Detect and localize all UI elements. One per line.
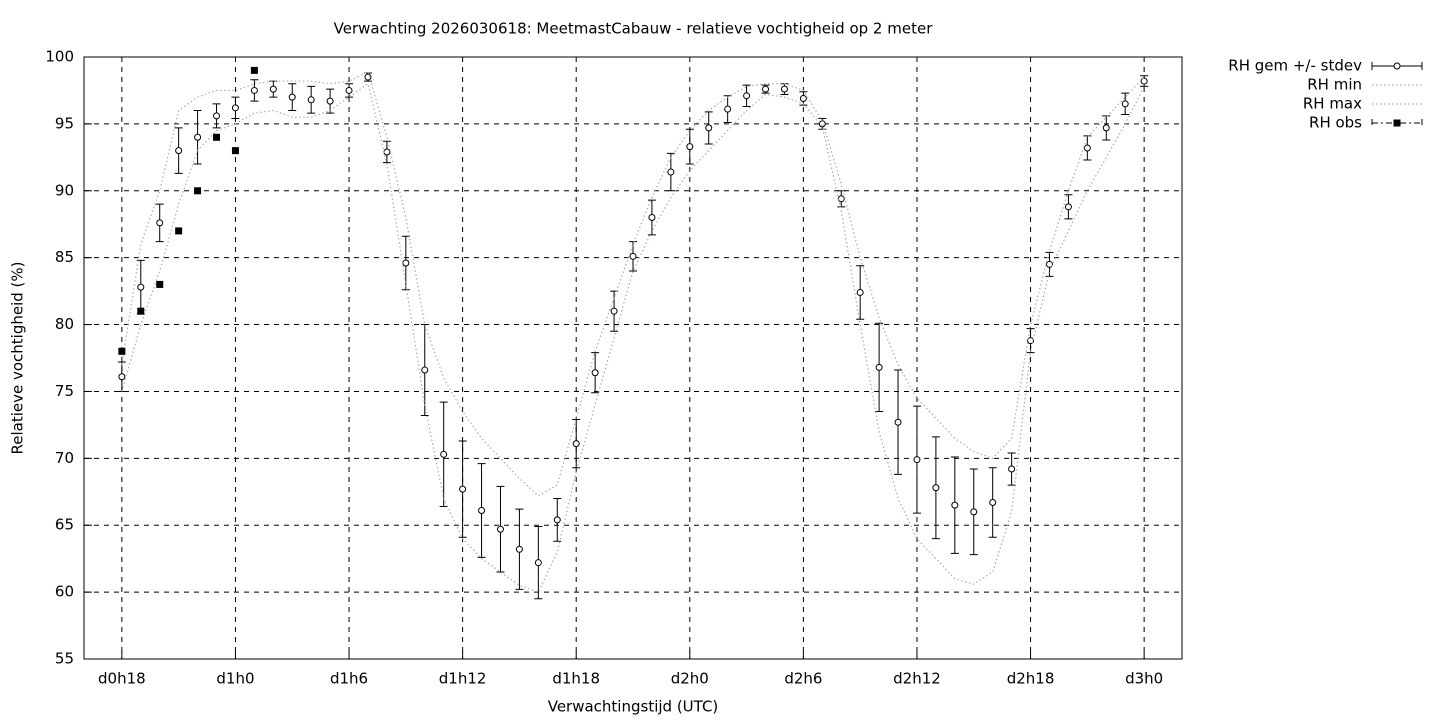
mean-point	[629, 252, 637, 260]
y-tick-label: 65	[55, 516, 74, 534]
x-tick-label: d2h12	[893, 670, 941, 688]
mean-point	[970, 508, 978, 516]
obs-point	[118, 347, 126, 355]
mean-point	[572, 440, 580, 448]
mean-point	[288, 93, 296, 101]
mean-point	[799, 94, 807, 102]
x-tick-label: d1h18	[552, 670, 600, 688]
mean-point	[364, 73, 372, 81]
mean-point	[440, 450, 448, 458]
mean-point	[591, 369, 599, 377]
mean-point	[250, 86, 258, 94]
x-tick-label: d0h18	[98, 670, 146, 688]
x-tick-label: d2h18	[1007, 670, 1055, 688]
mean-point	[989, 498, 997, 506]
mean-point	[913, 456, 921, 464]
y-tick-label: 95	[55, 114, 74, 132]
mean-point	[894, 418, 902, 426]
mean-point	[194, 133, 202, 141]
x-tick-label: d2h0	[671, 670, 709, 688]
mean-point	[231, 104, 239, 112]
x-axis-label: Verwachtingstijd (UTC)	[548, 698, 719, 716]
mean-point	[307, 96, 315, 104]
obs-point	[175, 227, 183, 235]
mean-point	[269, 85, 277, 93]
mean-point	[213, 112, 221, 120]
y-tick-label: 60	[55, 583, 74, 601]
mean-point	[175, 147, 183, 155]
mean-point	[137, 283, 145, 291]
mean-point	[1008, 465, 1016, 473]
mean-point	[1102, 124, 1110, 132]
y-tick-label: 85	[55, 248, 74, 266]
mean-point	[1083, 144, 1091, 152]
plot-frame	[83, 56, 1183, 660]
y-tick-label: 100	[45, 48, 74, 66]
obs-point	[213, 133, 221, 141]
legend-marker	[1393, 119, 1401, 127]
mean-point	[326, 97, 334, 105]
legend-marker	[1393, 62, 1401, 70]
y-tick-label: 80	[55, 315, 74, 333]
mean-point	[1140, 77, 1148, 85]
y-tick-label: 70	[55, 449, 74, 467]
mean-point	[156, 219, 164, 227]
y-tick-label: 75	[55, 382, 74, 400]
min-max-line	[121, 82, 1145, 593]
mean-point	[932, 484, 940, 492]
mean-point	[1064, 203, 1072, 211]
legend-label: RH obs	[1309, 114, 1362, 132]
obs-point	[231, 147, 239, 155]
mean-point	[780, 85, 788, 93]
mean-point	[1027, 337, 1035, 345]
mean-point	[1121, 100, 1129, 108]
y-axis-label: Relatieve vochtigheid (%)	[9, 261, 27, 454]
mean-point	[705, 124, 713, 132]
mean-point	[459, 485, 467, 493]
x-tick-label: d2h6	[784, 670, 822, 688]
mean-point	[421, 366, 429, 374]
x-tick-label: d1h6	[330, 670, 368, 688]
x-tick-label: d3h0	[1125, 670, 1163, 688]
mean-point	[478, 507, 486, 515]
mean-point	[118, 373, 126, 381]
mean-point	[856, 288, 864, 296]
chart-title: Verwachting 2026030618: MeetmastCabauw -…	[334, 20, 934, 38]
x-tick-label: d1h12	[439, 670, 487, 688]
mean-point	[667, 168, 675, 176]
mean-point	[610, 307, 618, 315]
legend-label: RH gem +/- stdev	[1228, 57, 1362, 75]
mean-point	[875, 363, 883, 371]
legend-label: RH max	[1303, 95, 1362, 113]
y-tick-label: 55	[55, 650, 74, 668]
mean-point	[724, 105, 732, 113]
mean-point	[648, 214, 656, 222]
x-tick-label: d1h0	[216, 670, 254, 688]
mean-point	[686, 143, 694, 151]
mean-point	[496, 525, 504, 533]
mean-point	[553, 516, 561, 524]
mean-point	[743, 92, 751, 100]
mean-point	[762, 85, 770, 93]
obs-point	[194, 187, 202, 195]
obs-point	[156, 280, 164, 288]
y-tick-label: 90	[55, 181, 74, 199]
mean-point	[402, 259, 410, 267]
mean-point	[534, 559, 542, 567]
mean-point	[345, 86, 353, 94]
min-max-line	[121, 70, 1145, 497]
mean-point	[515, 545, 523, 553]
legend-label: RH min	[1307, 76, 1362, 94]
mean-point	[383, 148, 391, 156]
obs-point	[250, 66, 258, 74]
obs-point	[137, 307, 145, 315]
mean-point	[1045, 260, 1053, 268]
mean-point	[951, 501, 959, 509]
